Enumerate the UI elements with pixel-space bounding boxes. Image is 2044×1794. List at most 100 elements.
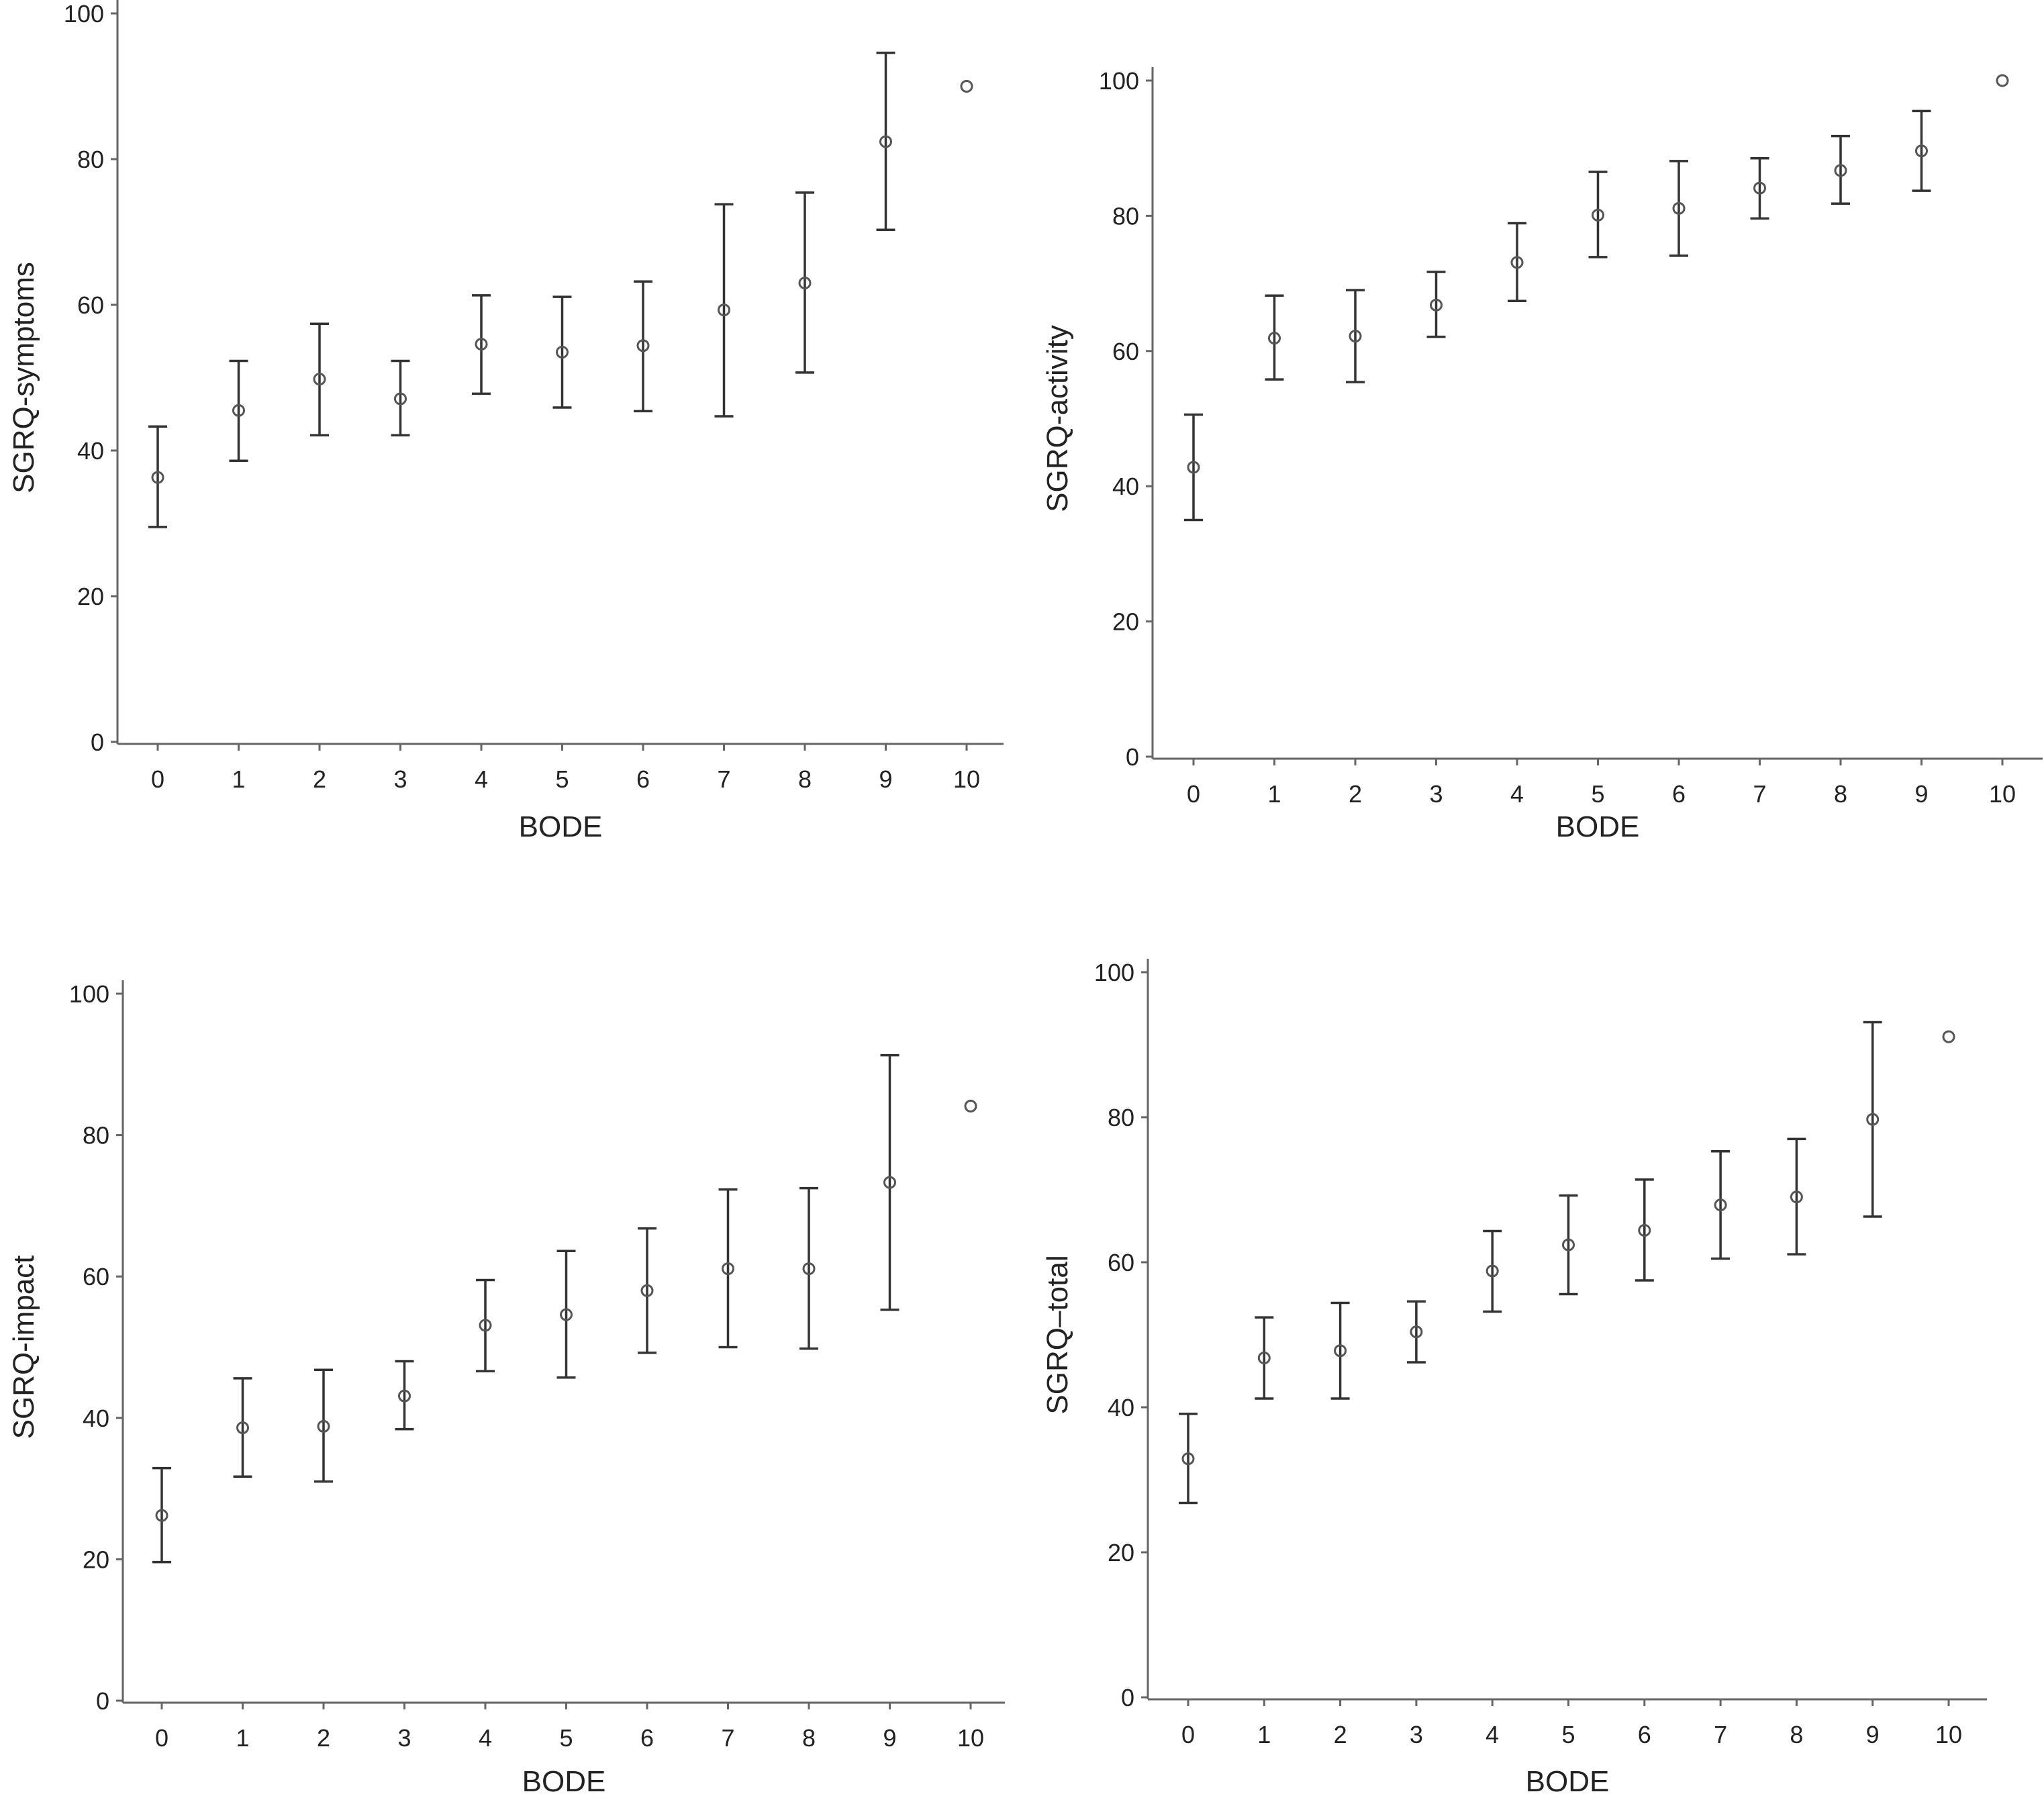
mean-point [798,276,812,289]
x-tick-label: 1 [1257,1721,1271,1748]
x-tick-label: 5 [1561,1721,1575,1748]
mean-point [232,404,245,417]
mean-point [879,135,892,148]
y-axis-title: SGRQ-impact [7,1256,40,1439]
mean-point [236,1421,249,1435]
mean-point [1430,298,1443,312]
x-tick-label: 10 [1935,1721,1962,1748]
x-tick-label: 9 [883,1724,896,1752]
x-tick-label: 2 [313,765,326,793]
panel-sgrq-impact: 0 20 40 60 80 100 0 1 2 3 4 5 6 7 8 9 10 BODE SGRQ-impact [7,980,1005,1794]
y-tick-label: 100 [64,0,104,28]
x-tick-label: 6 [1638,1721,1651,1748]
mean-point [475,338,488,351]
y-tick-label: 60 [83,1263,109,1290]
y-tick-label: 0 [1126,743,1139,771]
mean-point [960,80,973,93]
x-tick-label: 9 [1866,1721,1880,1748]
y-tick-label: 20 [1112,608,1139,636]
y-axis-title: SGRQ-symptoms [7,262,40,493]
y-tick-label: 100 [1099,67,1139,95]
y-tick-label: 80 [1108,1104,1134,1131]
x-tick-label: 4 [479,1724,492,1752]
x-tick-label: 3 [1429,780,1443,808]
mean-point [1714,1198,1727,1212]
x-axis-title: BODE [519,810,603,843]
x-tick-label: 1 [236,1724,249,1752]
x-tick-label: 3 [1410,1721,1423,1748]
mean-point [1562,1238,1575,1252]
mean-point [1672,201,1686,215]
x-tick-label: 8 [1790,1721,1803,1748]
y-tick-label: 60 [1108,1249,1134,1276]
x-tick-label: 0 [1181,1721,1195,1748]
mean-point [883,1176,896,1189]
y-tick-label: 20 [83,1546,109,1573]
mean-point [640,1284,654,1297]
mean-point [556,346,569,359]
x-tick-label: 7 [1753,780,1766,808]
y-tick-label: 0 [91,728,104,756]
x-tick-label: 10 [957,1724,984,1752]
y-tick-label: 40 [83,1405,109,1432]
mean-point [1334,1344,1347,1358]
mean-point [560,1308,573,1321]
panel-sgrq-symptoms: 0 20 40 60 80 100 0 1 2 3 4 5 6 7 8 9 10 BODE SGRQ-symptom… [7,0,1004,843]
x-tick-label: 4 [1510,780,1524,808]
y-tick-label: 40 [1108,1394,1134,1421]
mean-point [1834,164,1847,177]
x-tick-label: 7 [717,765,730,793]
mean-point [718,303,730,317]
y-tick-label: 80 [83,1122,109,1149]
mean-point [1257,1352,1271,1365]
mean-point [398,1389,411,1403]
panel-sgrq-activity: 0 20 40 60 80 100 0 1 2 3 4 5 6 7 8 9 10 BODE SGRQ-activit… [1041,67,2043,843]
x-tick-label: 5 [1591,780,1604,808]
y-axis-title: SGRQ–total [1041,1255,1074,1414]
x-tick-label: 4 [475,765,488,793]
y-tick-label: 100 [1094,959,1134,986]
y-tick-label: 100 [69,980,109,1008]
y-tick-label: 20 [1108,1539,1134,1566]
mean-point [1915,144,1928,158]
mean-point [722,1262,734,1276]
x-tick-label: 0 [155,1724,168,1752]
mean-point [802,1262,816,1276]
mean-point [155,1509,168,1522]
x-tick-label: 8 [1834,780,1847,808]
mean-point [317,1419,330,1433]
mean-point [151,471,164,484]
y-tick-label: 0 [1121,1684,1134,1711]
x-tick-label: 6 [1672,780,1686,808]
mean-point [1753,181,1766,195]
x-tick-label: 6 [636,765,650,793]
mean-point [1349,330,1362,343]
y-tick-label: 60 [77,291,104,319]
y-tick-label: 40 [1112,473,1139,500]
panel-sgrq-total: 0 20 40 60 80 100 0 1 2 3 4 5 6 7 8 9 10 BODE SGRQ–total [1041,959,1987,1794]
x-axis-title: BODE [1556,810,1640,843]
mean-point [1510,256,1524,269]
mean-point [1410,1325,1423,1339]
x-tick-label: 0 [151,765,164,793]
mean-point [1268,332,1281,345]
mean-point [1187,461,1200,474]
x-tick-label: 10 [1989,780,2016,808]
y-tick-label: 20 [77,583,104,610]
x-tick-label: 4 [1486,1721,1499,1748]
x-tick-label: 7 [721,1724,734,1752]
x-tick-label: 3 [397,1724,411,1752]
y-axis-title: SGRQ-activity [1041,325,1074,512]
x-tick-label: 2 [1349,780,1362,808]
x-tick-label: 1 [1267,780,1281,808]
y-tick-label: 60 [1112,338,1139,365]
mean-point [1592,208,1604,222]
mean-point [394,392,407,406]
x-tick-label: 7 [1714,1721,1727,1748]
mean-point [964,1099,977,1113]
x-tick-label: 5 [559,1724,573,1752]
mean-point [1486,1264,1499,1278]
mean-point [1996,74,2009,87]
x-tick-label: 2 [1334,1721,1347,1748]
